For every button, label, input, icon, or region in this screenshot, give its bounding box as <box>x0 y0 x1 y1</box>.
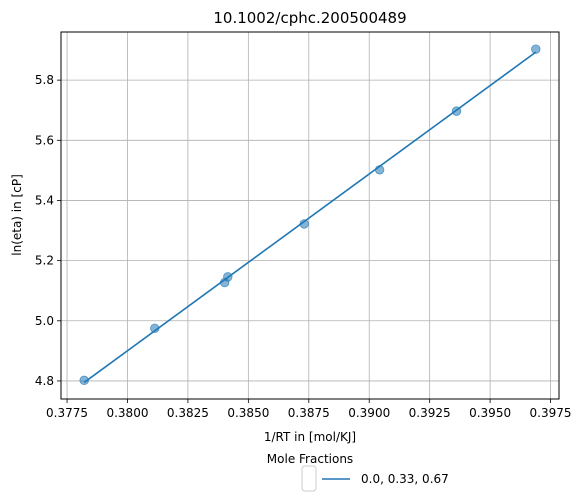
y-axis-ticks: 4.8 5.0 5.2 5.4 5.6 5.8 <box>35 73 61 388</box>
x-tick-label: 0.3875 <box>288 406 330 420</box>
y-tick-label: 5.2 <box>35 254 54 268</box>
x-tick-label: 0.3850 <box>227 406 269 420</box>
x-axis-ticks: 0.3775 0.3800 0.3825 0.3850 0.3875 0.3900 0.39… <box>46 399 572 420</box>
data-point <box>150 323 160 334</box>
fit-lines <box>83 51 537 384</box>
legend: Mole Fractions 0.0, 0.33, 0.67 <box>267 452 449 492</box>
data-point <box>299 219 309 229</box>
grid <box>61 32 559 399</box>
legend-title: Mole Fractions <box>267 452 353 466</box>
data-point <box>79 375 89 386</box>
x-axis-label: 1/RT in [mol/KJ] <box>264 430 356 444</box>
legend-frame <box>301 465 317 492</box>
data-points <box>79 44 541 386</box>
x-tick-label: 0.3825 <box>167 406 209 420</box>
y-tick-label: 5.0 <box>35 314 54 328</box>
x-tick-label: 0.3900 <box>348 406 390 420</box>
chart-title: 10.1002/cphc.200500489 <box>213 9 406 27</box>
y-tick-label: 4.8 <box>35 374 54 388</box>
y-tick-label: 5.6 <box>35 133 54 147</box>
data-point <box>451 106 462 116</box>
data-point <box>374 165 385 175</box>
x-tick-label: 0.3925 <box>409 406 451 420</box>
data-point <box>223 272 233 282</box>
fit-line <box>83 51 537 384</box>
legend-entry-label: 0.0, 0.33, 0.67 <box>361 472 449 486</box>
plot-area-frame <box>60 31 560 400</box>
y-axis-label: ln(eta) in [cP] <box>10 174 24 256</box>
y-tick-label: 5.4 <box>35 193 54 207</box>
x-tick-label: 0.3800 <box>106 406 148 420</box>
x-tick-label: 0.3775 <box>46 406 88 420</box>
data-point <box>531 44 541 54</box>
y-tick-label: 5.8 <box>35 73 54 87</box>
legend-entries: 0.0, 0.33, 0.67 <box>322 472 449 486</box>
x-tick-label: 0.3950 <box>469 406 511 420</box>
x-tick-label: 0.3975 <box>530 406 572 420</box>
